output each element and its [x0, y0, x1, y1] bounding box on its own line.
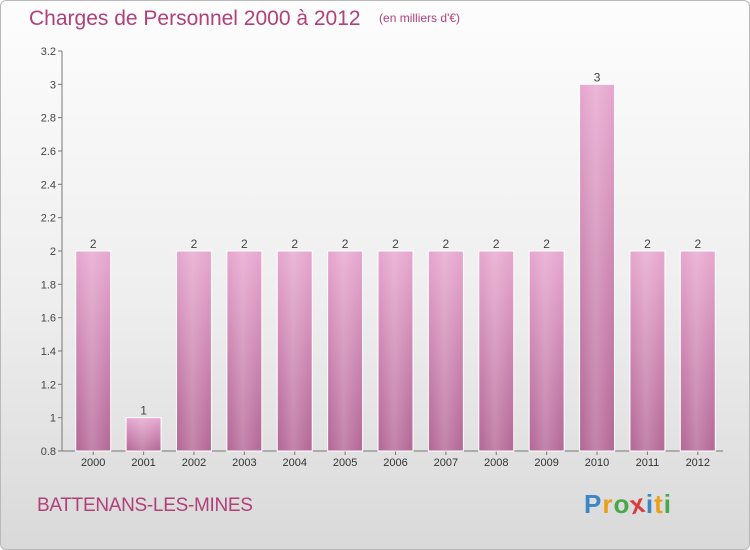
x-tick-label: 2011	[636, 457, 660, 469]
bar-value-label: 2	[443, 237, 450, 251]
x-tick-label: 2000	[81, 457, 105, 469]
y-tick-label: 1.8	[41, 279, 56, 291]
bar-value-label: 2	[241, 237, 248, 251]
bar-highlight	[481, 252, 511, 450]
y-tick-label: 1.2	[41, 379, 56, 391]
bar-highlight	[683, 252, 713, 450]
y-tick-label: 2.2	[41, 213, 56, 225]
chart-subtitle: (en milliers d'€)	[379, 11, 461, 25]
bar-value-label: 3	[594, 70, 601, 84]
bar-highlight	[179, 252, 209, 450]
bar-highlight	[229, 252, 259, 450]
bar-value-label: 2	[342, 237, 349, 251]
logo-letter: i	[663, 489, 672, 519]
logo-letter: o	[613, 489, 631, 519]
x-tick-label: 2004	[282, 457, 306, 469]
logo-letter: r	[602, 489, 614, 519]
bar-highlight	[431, 252, 461, 450]
bar-value-label: 2	[644, 237, 651, 251]
y-tick-label: 1.4	[41, 346, 56, 358]
x-tick-label: 2001	[131, 457, 155, 469]
y-tick-label: 2.4	[41, 179, 56, 191]
x-tick-label: 2002	[182, 457, 206, 469]
title-row: Charges de Personnel 2000 à 2012 (en mil…	[29, 7, 460, 31]
bar-value-label: 2	[493, 237, 500, 251]
bar-value-label: 2	[291, 237, 298, 251]
x-tick-label: 2009	[534, 457, 558, 469]
y-tick-label: 3	[50, 79, 56, 91]
logo-letter: t	[654, 489, 664, 519]
x-tick-label: 2006	[383, 457, 407, 469]
y-tick-label: 0.8	[41, 446, 56, 458]
x-tick-label: 2012	[686, 457, 710, 469]
bars	[75, 83, 716, 452]
bar-value-label: 2	[543, 237, 550, 251]
bar-value-label: 2	[90, 237, 97, 251]
bar-highlight	[632, 252, 662, 450]
bar-highlight	[532, 252, 562, 450]
chart-title: Charges de Personnel 2000 à 2012	[29, 7, 361, 30]
bar-value-label: 1	[140, 404, 147, 418]
x-tick-label: 2007	[434, 457, 458, 469]
bar-highlight	[381, 252, 410, 450]
bar-highlight	[582, 85, 612, 450]
y-tick-label: 2	[50, 246, 56, 258]
bar-value-label: 2	[392, 237, 399, 251]
labels: 2000 2 2001 1 2002 2 2003 2 2004 2 2005 2 2006 2 2007 2…	[81, 70, 710, 469]
bar-value-label: 2	[694, 237, 701, 251]
y-tick-label: 3.2	[41, 46, 56, 58]
bar-highlight	[129, 418, 159, 450]
x-tick-label: 2003	[232, 457, 256, 469]
y-tick-label: 1	[50, 413, 56, 425]
y-tick-label: 2.8	[41, 113, 56, 125]
commune-name: BATTENANS-LES-MINES	[37, 495, 253, 516]
logo-letter: i	[645, 489, 655, 519]
proxiti-logo: Proxiti	[584, 488, 672, 521]
bar-highlight	[280, 252, 310, 450]
x-tick-label: 2005	[333, 457, 357, 469]
bar-highlight	[330, 252, 360, 450]
x-tick-label: 2010	[585, 457, 609, 469]
x-tick-label: 2008	[484, 457, 508, 469]
bar-value-label: 2	[191, 237, 198, 251]
y-tick-label: 2.6	[41, 146, 56, 158]
logo-letter: P	[584, 489, 603, 519]
y-tick-label: 1.6	[41, 313, 56, 325]
bar-highlight	[78, 252, 108, 450]
